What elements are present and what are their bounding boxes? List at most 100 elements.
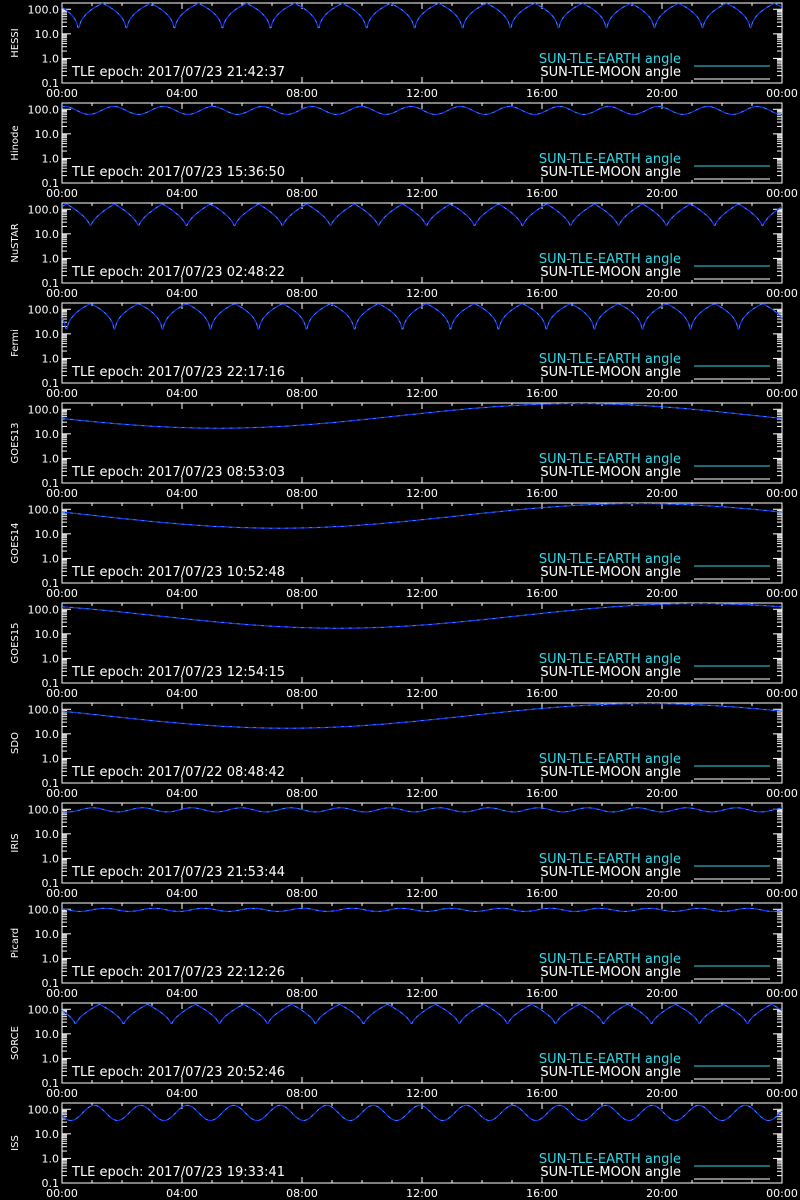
x-tick-label: 00:00 bbox=[766, 187, 798, 200]
x-tick-label: 00:00 bbox=[46, 187, 78, 200]
y-tick-label: 10.0 bbox=[35, 1128, 60, 1141]
y-tick-label: 100.0 bbox=[28, 3, 60, 16]
x-tick-label: 04:00 bbox=[166, 287, 198, 300]
x-tick-label: 16:00 bbox=[526, 287, 558, 300]
x-tick-label: 12:00 bbox=[406, 1087, 438, 1100]
x-tick-label: 08:00 bbox=[286, 587, 318, 600]
x-tick-label: 00:00 bbox=[766, 287, 798, 300]
legend-earth-label: SUN-TLE-EARTH angle bbox=[539, 352, 681, 367]
satellite-label: HESSI bbox=[10, 28, 21, 57]
earth-angle-highlight bbox=[61, 908, 783, 912]
x-tick-label: 08:00 bbox=[286, 787, 318, 800]
x-tick-label: 00:00 bbox=[766, 687, 798, 700]
x-tick-label: 12:00 bbox=[406, 587, 438, 600]
x-tick-label: 00:00 bbox=[46, 987, 78, 1000]
satellite-label: SORCE bbox=[10, 1026, 21, 1060]
tle-epoch-label: TLE epoch: 2017/07/23 21:42:37 bbox=[71, 65, 285, 80]
y-tick-label: 100.0 bbox=[28, 1103, 60, 1116]
earth-angle-highlight bbox=[61, 503, 783, 529]
legend-earth-label: SUN-TLE-EARTH angle bbox=[539, 152, 681, 167]
y-tick-label: 1.0 bbox=[42, 952, 60, 965]
x-tick-label: 12:00 bbox=[406, 787, 438, 800]
legend-moon-label: SUN-TLE-MOON angle bbox=[540, 65, 681, 80]
x-tick-label: 04:00 bbox=[166, 487, 198, 500]
x-tick-label: 00:00 bbox=[766, 1087, 798, 1100]
x-tick-label: 00:00 bbox=[46, 1087, 78, 1100]
y-tick-label: 100.0 bbox=[28, 803, 60, 816]
tle-epoch-label: TLE epoch: 2017/07/23 22:12:26 bbox=[71, 965, 285, 980]
x-tick-label: 00:00 bbox=[46, 387, 78, 400]
y-tick-label: 100.0 bbox=[28, 603, 60, 616]
y-tick-label: 100.0 bbox=[28, 1003, 60, 1016]
y-tick-label: 1.0 bbox=[42, 1152, 60, 1165]
y-tick-label: 1.0 bbox=[42, 152, 60, 165]
y-tick-label: 1.0 bbox=[42, 252, 60, 265]
x-tick-label: 08:00 bbox=[286, 287, 318, 300]
legend-earth-label: SUN-TLE-EARTH angle bbox=[539, 252, 681, 267]
earth-angle-highlight bbox=[61, 807, 783, 813]
tle-epoch-label: TLE epoch: 2017/07/23 21:53:44 bbox=[71, 865, 285, 880]
y-tick-label: 0.1 bbox=[42, 277, 60, 290]
tle-epoch-label: TLE epoch: 2017/07/23 02:48:22 bbox=[71, 265, 285, 280]
tle-epoch-label: TLE epoch: 2017/07/23 22:17:16 bbox=[71, 365, 285, 380]
y-tick-label: 0.1 bbox=[42, 877, 60, 890]
x-tick-label: 20:00 bbox=[646, 987, 678, 1000]
legend-earth-label: SUN-TLE-EARTH angle bbox=[539, 1152, 681, 1167]
y-tick-label: 100.0 bbox=[28, 503, 60, 516]
satellite-label: IRIS bbox=[10, 833, 21, 852]
legend-earth-label: SUN-TLE-EARTH angle bbox=[539, 952, 681, 967]
x-tick-label: 12:00 bbox=[406, 887, 438, 900]
legend-moon-label: SUN-TLE-MOON angle bbox=[540, 165, 681, 180]
x-tick-label: 08:00 bbox=[286, 487, 318, 500]
y-tick-label: 10.0 bbox=[35, 28, 60, 41]
x-tick-label: 16:00 bbox=[526, 787, 558, 800]
x-tick-label: 00:00 bbox=[766, 487, 798, 500]
y-tick-label: 10.0 bbox=[35, 428, 60, 441]
earth-angle-highlight bbox=[61, 1105, 783, 1121]
y-tick-label: 0.1 bbox=[42, 677, 60, 690]
x-tick-label: 00:00 bbox=[766, 87, 798, 100]
x-tick-label: 16:00 bbox=[526, 1087, 558, 1100]
x-tick-label: 20:00 bbox=[646, 87, 678, 100]
tle-epoch-label: TLE epoch: 2017/07/22 08:48:42 bbox=[71, 765, 285, 780]
tle-epoch-label: TLE epoch: 2017/07/23 08:53:03 bbox=[71, 465, 285, 480]
y-tick-label: 0.1 bbox=[42, 977, 60, 990]
satellite-label: NuSTAR bbox=[10, 223, 21, 262]
x-tick-label: 00:00 bbox=[766, 1187, 798, 1200]
x-tick-label: 00:00 bbox=[46, 887, 78, 900]
x-tick-label: 16:00 bbox=[526, 387, 558, 400]
x-tick-label: 08:00 bbox=[286, 387, 318, 400]
y-tick-label: 0.1 bbox=[42, 477, 60, 490]
y-tick-label: 100.0 bbox=[28, 403, 60, 416]
satellite-label: SDO bbox=[10, 732, 21, 754]
x-tick-label: 12:00 bbox=[406, 187, 438, 200]
x-tick-label: 04:00 bbox=[166, 887, 198, 900]
x-tick-label: 20:00 bbox=[646, 387, 678, 400]
y-tick-label: 0.1 bbox=[42, 377, 60, 390]
x-tick-label: 20:00 bbox=[646, 287, 678, 300]
y-tick-label: 10.0 bbox=[35, 628, 60, 641]
x-tick-label: 04:00 bbox=[166, 687, 198, 700]
legend-moon-label: SUN-TLE-MOON angle bbox=[540, 365, 681, 380]
x-tick-label: 20:00 bbox=[646, 187, 678, 200]
legend-moon-label: SUN-TLE-MOON angle bbox=[540, 765, 681, 780]
legend-moon-label: SUN-TLE-MOON angle bbox=[540, 1065, 681, 1080]
earth-angle-highlight bbox=[61, 1004, 783, 1024]
tle-epoch-label: TLE epoch: 2017/07/23 15:36:50 bbox=[71, 165, 285, 180]
y-tick-label: 1.0 bbox=[42, 452, 60, 465]
x-tick-label: 12:00 bbox=[406, 287, 438, 300]
x-tick-label: 08:00 bbox=[286, 187, 318, 200]
x-tick-label: 16:00 bbox=[526, 1187, 558, 1200]
tle-epoch-label: TLE epoch: 2017/07/23 20:52:46 bbox=[71, 1065, 285, 1080]
legend-moon-label: SUN-TLE-MOON angle bbox=[540, 265, 681, 280]
y-tick-label: 0.1 bbox=[42, 1077, 60, 1090]
x-tick-label: 04:00 bbox=[166, 87, 198, 100]
x-tick-label: 12:00 bbox=[406, 987, 438, 1000]
y-tick-label: 0.1 bbox=[42, 777, 60, 790]
x-tick-label: 04:00 bbox=[166, 1187, 198, 1200]
y-tick-label: 100.0 bbox=[28, 303, 60, 316]
y-tick-label: 100.0 bbox=[28, 703, 60, 716]
tle-epoch-label: TLE epoch: 2017/07/23 12:54:15 bbox=[71, 665, 285, 680]
x-tick-label: 08:00 bbox=[286, 87, 318, 100]
